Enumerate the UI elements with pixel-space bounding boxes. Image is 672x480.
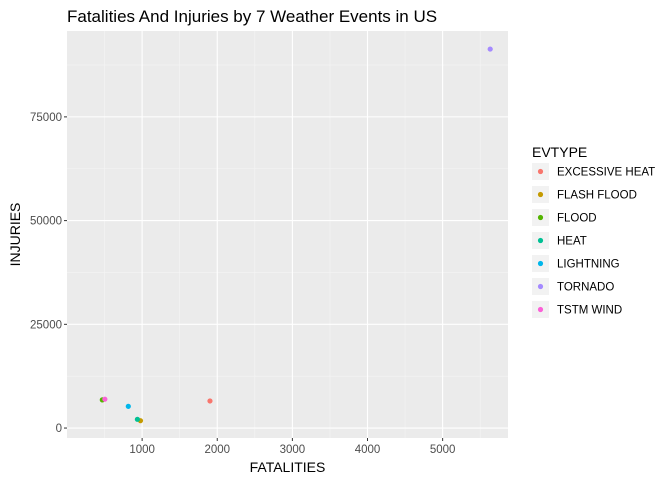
data-points <box>99 46 493 424</box>
x-tick-label: 1000 <box>129 444 155 456</box>
legend-item: LIGHTNING <box>532 255 620 272</box>
data-point <box>207 398 213 404</box>
y-tick-label: 50000 <box>30 216 62 228</box>
legend-item: HEAT <box>532 232 587 249</box>
legend-label: EXCESSIVE HEAT <box>557 167 655 179</box>
legend-marker <box>537 214 544 221</box>
legend-label: HEAT <box>557 236 587 248</box>
legend-marker <box>537 191 544 198</box>
legend-title: EVTYPE <box>532 144 587 160</box>
data-point <box>134 416 140 422</box>
legend-label: FLASH FLOOD <box>557 190 637 202</box>
data-point <box>487 46 493 52</box>
legend-label: LIGHTNING <box>557 259 620 271</box>
legend-marker <box>537 306 544 313</box>
x-tick-label: 2000 <box>204 444 230 456</box>
x-axis-title: FATALITIES <box>250 459 326 475</box>
y-tick-label: 0 <box>56 423 62 435</box>
x-tick-label: 5000 <box>430 444 456 456</box>
y-tick-label: 75000 <box>30 112 62 124</box>
legend-item: FLASH FLOOD <box>532 186 637 203</box>
x-tick-label: 3000 <box>280 444 306 456</box>
legend-items: EXCESSIVE HEAT FLASH FLOOD FLOOD HEAT LIGHTN… <box>532 163 655 318</box>
legend-marker <box>537 237 544 244</box>
plot-panel <box>67 31 508 438</box>
y-tick-label: 25000 <box>30 319 62 331</box>
y-axis-ticks: 0 25000 50000 75000 <box>30 112 67 435</box>
chart-title: Fatalities And Injuries by 7 Weather Eve… <box>67 7 437 26</box>
legend-item: TSTM WIND <box>532 301 622 318</box>
legend-label: FLOOD <box>557 213 597 225</box>
legend-label: TSTM WIND <box>557 305 622 317</box>
major-gridlines <box>67 31 508 438</box>
data-point <box>125 403 131 409</box>
legend-item: FLOOD <box>532 209 597 226</box>
legend-marker <box>537 168 544 175</box>
legend-item: TORNADO <box>532 278 614 295</box>
y-axis-title: INJURIES <box>7 203 23 267</box>
legend-marker <box>537 283 544 290</box>
data-point <box>102 396 108 402</box>
legend: EVTYPE EXCESSIVE HEAT FLASH FLOOD FLOOD HEA… <box>532 144 655 318</box>
legend-marker <box>537 260 544 267</box>
legend-label: TORNADO <box>557 282 614 294</box>
x-tick-label: 4000 <box>355 444 381 456</box>
legend-item: EXCESSIVE HEAT <box>532 163 655 180</box>
x-axis-ticks: 1000 2000 3000 4000 5000 <box>129 438 455 456</box>
minor-gridlines <box>67 31 508 438</box>
